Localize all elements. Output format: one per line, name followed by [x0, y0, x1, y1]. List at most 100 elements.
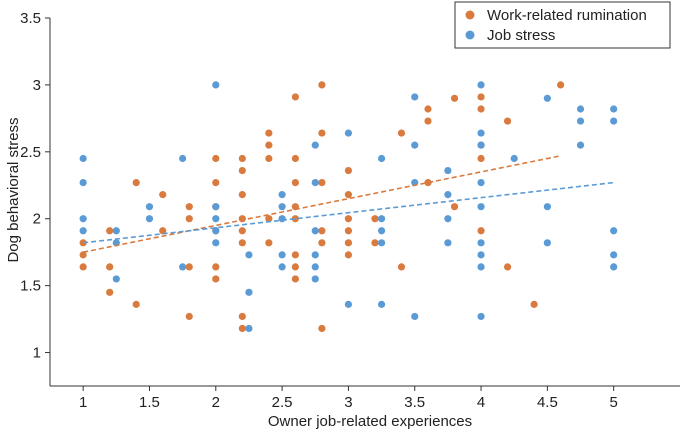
data-point-rumination [79, 263, 87, 271]
data-point-job-stress [477, 263, 485, 271]
data-point-rumination [291, 251, 299, 259]
data-point-rumination [397, 263, 406, 271]
y-tick-label: 1.5 [20, 278, 41, 295]
data-point-job-stress [377, 227, 386, 235]
data-point-rumination [238, 312, 246, 321]
data-point-rumination [106, 263, 114, 271]
data-point-rumination [424, 117, 432, 125]
data-point-rumination [212, 263, 220, 271]
data-point-job-stress [444, 191, 452, 199]
data-point-rumination [106, 288, 114, 296]
data-point-rumination [318, 239, 326, 247]
data-point-job-stress [311, 141, 319, 149]
data-point-job-stress [411, 141, 419, 149]
data-point-rumination [318, 324, 326, 333]
x-tick-label: 4.5 [537, 394, 558, 411]
data-point-rumination [212, 275, 220, 283]
data-point-job-stress [212, 227, 220, 235]
data-point-job-stress [510, 154, 518, 163]
data-point-job-stress [278, 191, 286, 199]
data-point-job-stress [610, 251, 618, 259]
data-point-rumination [159, 227, 167, 235]
data-point-rumination [477, 93, 485, 101]
data-point-job-stress [411, 312, 419, 321]
series-rumination [79, 81, 565, 333]
y-axis-title: Dog behavioral stress [5, 117, 22, 262]
data-point-rumination [291, 178, 299, 187]
data-point-job-stress [212, 81, 220, 89]
data-point-rumination [450, 203, 459, 211]
data-point-job-stress [245, 251, 253, 259]
data-point-rumination [132, 300, 140, 308]
data-point-rumination [291, 263, 299, 271]
data-point-rumination [371, 215, 379, 223]
data-point-rumination [344, 251, 353, 259]
data-point-rumination [238, 227, 246, 235]
legend-marker-job-stress [465, 30, 475, 40]
x-tick-label: 5 [610, 394, 618, 411]
data-point-job-stress [79, 227, 87, 235]
data-point-job-stress [477, 239, 485, 247]
data-point-job-stress [278, 263, 286, 271]
trend-line-job-stress [83, 181, 614, 244]
y-tick-label: 1 [33, 345, 41, 362]
data-point-rumination [265, 215, 273, 223]
data-point-job-stress [278, 203, 286, 211]
data-point-rumination [238, 154, 246, 163]
legend-box [454, 1, 671, 49]
data-point-job-stress [477, 141, 485, 149]
data-point-job-stress [610, 263, 618, 271]
data-point-job-stress [576, 141, 585, 149]
y-tick-label: 2.5 [20, 144, 41, 161]
data-point-job-stress [311, 263, 319, 271]
data-point-job-stress [79, 178, 87, 187]
data-point-job-stress [79, 215, 87, 223]
data-point-rumination [318, 227, 326, 235]
x-tick-label: 4 [477, 394, 485, 411]
data-point-rumination [477, 105, 485, 113]
data-point-job-stress [477, 312, 485, 321]
data-point-rumination [291, 154, 299, 163]
data-point-job-stress [212, 215, 220, 223]
data-point-job-stress [212, 239, 220, 247]
data-point-rumination [265, 141, 273, 149]
data-point-job-stress [411, 93, 419, 101]
data-point-rumination [397, 129, 406, 137]
data-point-job-stress [311, 227, 319, 235]
y-tick-label: 2 [33, 211, 41, 228]
data-point-job-stress [377, 239, 386, 247]
data-point-rumination [318, 178, 326, 187]
data-point-rumination [477, 154, 485, 163]
data-point-job-stress [145, 215, 154, 223]
data-point-job-stress [377, 215, 386, 223]
series-job-stress [79, 81, 618, 333]
data-point-rumination [291, 215, 299, 223]
data-point-job-stress [344, 300, 353, 308]
data-point-job-stress [311, 251, 319, 259]
data-point-rumination [185, 203, 193, 211]
legend-marker-rumination [465, 10, 475, 20]
legend-label-job-stress: Job stress [487, 27, 555, 44]
data-point-rumination [344, 166, 353, 175]
data-point-rumination [503, 263, 512, 271]
data-point-job-stress [543, 239, 551, 247]
data-point-job-stress [444, 215, 452, 223]
legend: Work-related rumination Job stress [454, 1, 671, 49]
x-tick-label: 3.5 [404, 394, 425, 411]
data-point-rumination [79, 251, 87, 259]
x-tick-label: 1.5 [139, 394, 160, 411]
data-point-job-stress [444, 239, 452, 247]
data-point-rumination [371, 239, 379, 247]
data-point-job-stress [344, 129, 353, 137]
data-point-rumination [238, 324, 246, 333]
x-tick-label: 2 [212, 394, 220, 411]
data-point-job-stress [79, 154, 87, 163]
data-point-rumination [503, 117, 512, 125]
data-point-rumination [132, 178, 140, 187]
data-point-job-stress [543, 94, 551, 102]
y-tick-label: 3.5 [20, 10, 41, 27]
plot-area [79, 81, 618, 333]
data-point-rumination [185, 312, 193, 321]
y-tick-label: 3 [33, 77, 41, 94]
